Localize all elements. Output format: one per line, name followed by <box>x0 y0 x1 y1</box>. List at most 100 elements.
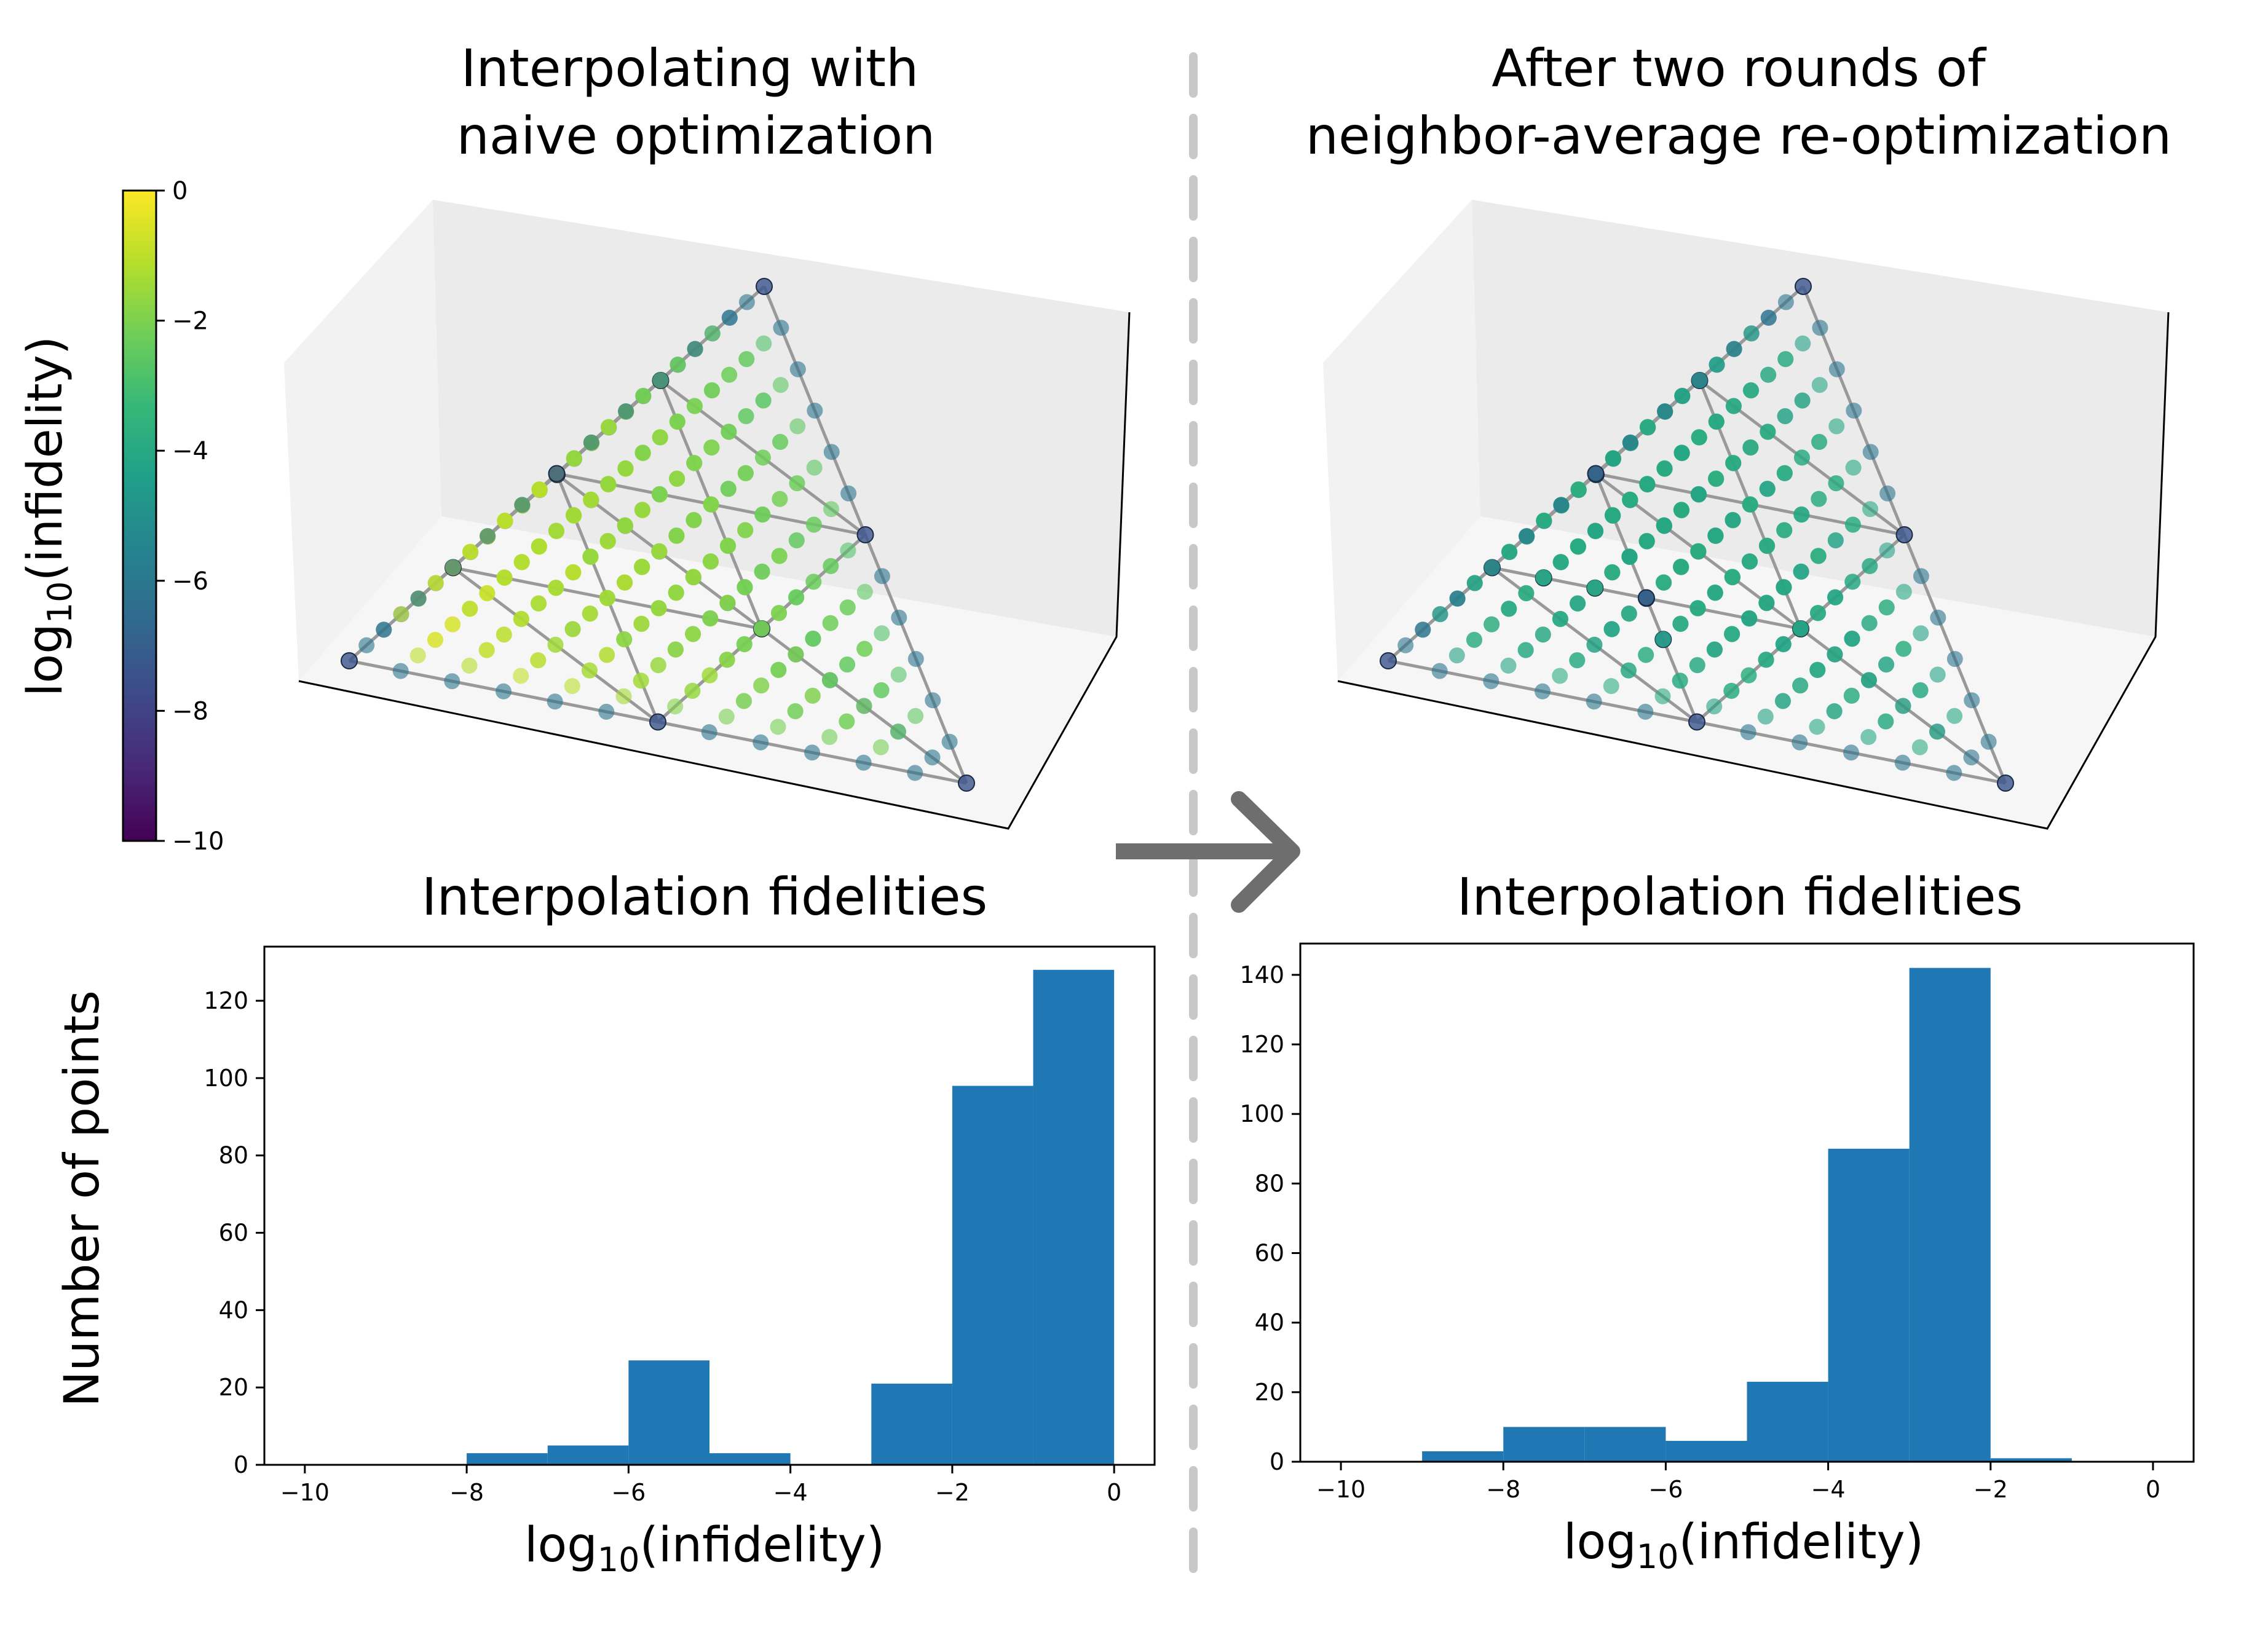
scatter-point <box>1725 398 1742 414</box>
scatter-point <box>1879 542 1895 559</box>
scatter-point <box>650 656 666 673</box>
scatter-point <box>770 605 787 621</box>
scatter-point <box>1726 341 1742 357</box>
scatter-point <box>719 594 736 611</box>
scatter-point <box>548 522 564 539</box>
scatter-point <box>1621 548 1638 565</box>
histogram-right-xlabel-sub: 10 <box>1637 1537 1679 1576</box>
scatter-point <box>685 626 701 642</box>
scatter-point <box>1586 636 1603 653</box>
scatter-point <box>925 692 941 709</box>
y-tick-label: 120 <box>203 987 248 1014</box>
scatter-point <box>565 564 582 580</box>
scatter-point <box>821 729 838 745</box>
scatter-point <box>410 590 427 607</box>
y-tick-label: 80 <box>219 1142 248 1169</box>
x-tick-label: −2 <box>1974 1476 2008 1503</box>
scatter-point <box>718 708 735 725</box>
scatter-point <box>1760 424 1776 440</box>
scatter-point <box>823 558 839 574</box>
scatter-point <box>1895 526 1913 543</box>
scatter-point <box>1587 522 1603 539</box>
scatter-point <box>566 450 582 467</box>
scatter-point <box>599 647 615 663</box>
scatter-point <box>823 444 840 460</box>
histogram-frame <box>1299 942 2195 1463</box>
scatter-point <box>1656 460 1673 476</box>
scatter-point <box>1691 429 1707 446</box>
scatter-point <box>907 651 924 667</box>
scatter-point <box>1776 522 1793 538</box>
scatter-point <box>1879 485 1896 502</box>
scatter-point <box>807 403 823 419</box>
scatter-point <box>1980 733 1997 750</box>
y-tick-label: 100 <box>203 1065 248 1092</box>
scatter-point <box>1672 615 1689 632</box>
scatter-point <box>480 528 496 544</box>
scatter-point <box>702 553 719 570</box>
scatter-point <box>582 548 599 565</box>
scatter-point <box>1809 605 1826 621</box>
scatter-point <box>823 501 839 518</box>
scatter-point <box>548 465 566 483</box>
scatter-point <box>1862 444 1879 460</box>
scatter-point <box>701 667 718 684</box>
scatter-point <box>720 481 737 497</box>
scatter-point <box>1657 403 1673 419</box>
scatter-point <box>598 703 615 720</box>
scatter-point <box>1741 667 1757 684</box>
scatter-point <box>358 637 375 653</box>
scatter-point <box>1895 583 1912 600</box>
colorbar-tick-label: −6 <box>172 567 208 596</box>
scatter-point <box>1743 325 1760 342</box>
scatter-point <box>1639 476 1656 492</box>
scatter-point <box>634 558 650 575</box>
scatter-point <box>1758 652 1774 668</box>
scatter-point <box>530 652 547 668</box>
right-panel-title-line1: After two rounds of <box>1492 38 1987 98</box>
scatter-point <box>772 433 788 450</box>
scatter-point <box>1826 703 1843 719</box>
scatter-point <box>1500 657 1517 674</box>
y-tick-label: 140 <box>1239 961 1284 988</box>
scatter-point <box>1878 599 1895 616</box>
scatter-point <box>804 744 820 761</box>
scatter-point <box>1742 496 1758 513</box>
scatter-point <box>839 656 855 672</box>
scatter-point <box>668 584 684 601</box>
scatter-point <box>583 491 599 508</box>
scatter-point <box>772 491 788 507</box>
histogram-frame <box>263 945 1156 1466</box>
scatter-point <box>721 309 738 326</box>
scatter-point <box>670 357 686 373</box>
scatter-point <box>684 682 701 699</box>
scatter-point <box>1809 661 1826 678</box>
histogram-bar <box>1422 1451 1504 1462</box>
scatter-point <box>738 408 754 424</box>
scatter-point <box>531 538 547 554</box>
scatter-point <box>1740 724 1756 741</box>
scatter-point <box>634 444 651 461</box>
scatter-point <box>701 724 717 741</box>
scatter-point <box>1810 548 1827 564</box>
scatter-point <box>1553 497 1570 513</box>
scatter-point <box>616 631 633 647</box>
colorbar-tick-label: 0 <box>172 177 188 205</box>
scatter-point <box>753 734 769 751</box>
scatter-point <box>1655 574 1672 591</box>
scatter-point <box>1654 688 1671 704</box>
scatter-point <box>924 749 941 766</box>
x-tick-label: −10 <box>280 1479 330 1506</box>
scatter-point <box>1708 413 1725 430</box>
scatter-point <box>1862 501 1878 518</box>
histogram-bar <box>952 1086 1033 1465</box>
scatter-point <box>635 387 652 404</box>
scatter-point <box>547 636 564 653</box>
scatter-point <box>856 641 873 657</box>
scatter-point <box>685 569 701 585</box>
scatter-point <box>1878 656 1894 672</box>
scatter-point <box>703 496 719 513</box>
x-tick-label: −8 <box>1486 1476 1520 1503</box>
scatter-point <box>427 631 443 648</box>
scatter-point <box>652 429 668 446</box>
